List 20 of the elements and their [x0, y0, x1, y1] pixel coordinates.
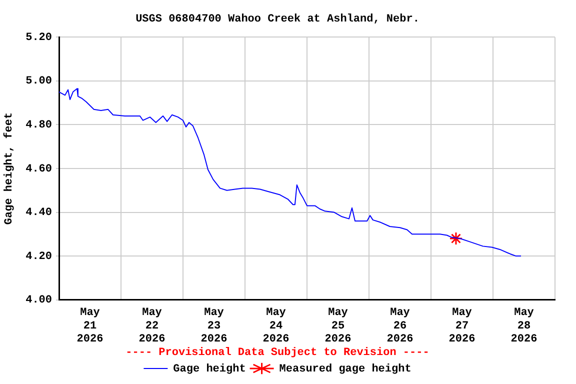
y-tick-label: 4.80	[26, 120, 52, 132]
text: ---- Provisional Data Subject to Revision ----	[126, 347, 430, 360]
x-tick-label: May 23 2026	[200, 307, 228, 346]
y-axis-title: Gage height, feet	[2, 112, 16, 225]
legend-label: Gage height	[173, 363, 246, 376]
x-tick-label: May 21 2026	[76, 307, 104, 346]
y-tick-label: 4.60	[26, 163, 52, 176]
y-tick-label: 4.00	[26, 294, 52, 307]
chart-title: USGS 06804700 Wahoo Creek at Ashland, Nebr.	[136, 13, 420, 26]
y-tick-label: 4.20	[26, 250, 52, 263]
x-tick-label: May 22 2026	[138, 307, 166, 346]
x-tick-label: May 28 2026	[510, 307, 538, 346]
y-tick-label: 5.20	[26, 32, 52, 44]
x-tick-label: May 24 2026	[262, 307, 290, 346]
y-tick-label: 5.00	[26, 76, 52, 88]
y-tick-label: 4.40	[26, 207, 52, 220]
legend-label: Measured gage height	[279, 363, 412, 376]
x-tick-label: May 26 2026	[386, 307, 414, 346]
x-tick-label: May 27 2026	[448, 307, 476, 346]
x-tick-label: May 25 2026	[324, 307, 352, 346]
